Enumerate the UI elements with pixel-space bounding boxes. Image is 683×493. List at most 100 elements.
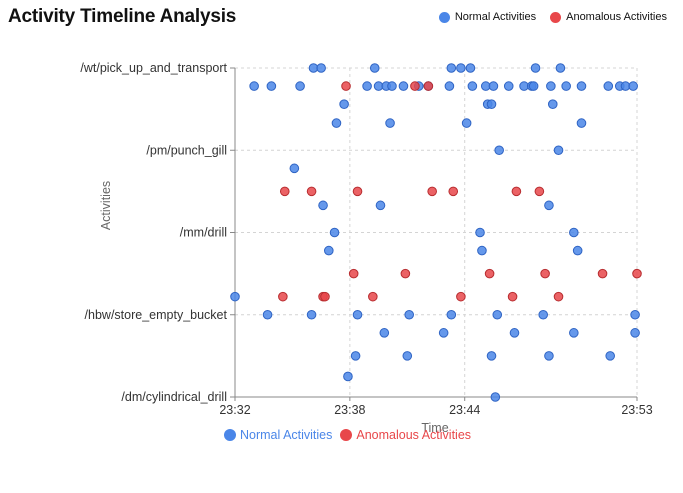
normal-activity-point[interactable]: [488, 81, 499, 91]
legend-bottom-item-anomalous[interactable]: Anomalous Activities: [340, 428, 471, 442]
normal-activity-point[interactable]: [404, 309, 415, 320]
anomalous-activity-point[interactable]: [278, 291, 288, 302]
normal-activity-point[interactable]: [576, 118, 587, 128]
normal-activity-point[interactable]: [555, 63, 566, 73]
normal-activity-point[interactable]: [375, 200, 386, 211]
legend-anomalous-marker: [550, 11, 562, 23]
anomalous-activity-point[interactable]: [368, 291, 378, 302]
normal-activity-point[interactable]: [379, 328, 390, 338]
normal-activity-point[interactable]: [538, 309, 549, 320]
normal-activity-point[interactable]: [289, 163, 300, 174]
normal-activity-point[interactable]: [444, 81, 455, 91]
x-axis-label: Time: [421, 421, 448, 435]
anomalous-activity-point[interactable]: [484, 268, 495, 279]
normal-activity-point[interactable]: [553, 145, 564, 156]
legend-bottom-item-normal[interactable]: Normal Activities: [224, 428, 332, 442]
normal-activity-point[interactable]: [339, 99, 349, 109]
anomalous-activity-point[interactable]: [427, 186, 437, 197]
normal-activity-point[interactable]: [446, 63, 457, 73]
normal-activity-point[interactable]: [544, 200, 554, 211]
normal-activity-point[interactable]: [350, 351, 361, 361]
normal-activity-point[interactable]: [249, 81, 259, 91]
normal-activity-point[interactable]: [477, 245, 487, 256]
anomalous-activity-point[interactable]: [410, 81, 420, 91]
normal-activity-point[interactable]: [456, 63, 466, 73]
legend-bottom-normal-label: Normal Activities: [240, 428, 333, 442]
anomalous-activity-point[interactable]: [423, 81, 434, 91]
normal-activity-point[interactable]: [528, 81, 539, 91]
anomalous-activity-point[interactable]: [511, 186, 522, 197]
anomalous-activity-point[interactable]: [341, 81, 351, 91]
anomalous-activity-point[interactable]: [540, 268, 550, 279]
normal-activity-point[interactable]: [576, 81, 587, 91]
normal-activity-point[interactable]: [352, 309, 363, 320]
anomalous-activity-point[interactable]: [534, 186, 545, 197]
normal-activity-point[interactable]: [569, 227, 579, 238]
normal-activity-point[interactable]: [316, 63, 326, 73]
anomalous-activity-point[interactable]: [597, 268, 608, 279]
anomalous-activity-point[interactable]: [320, 291, 330, 302]
y-tick-label: /pm/punch_gill: [146, 143, 227, 157]
normal-activity-point[interactable]: [318, 200, 328, 211]
y-tick-label: /hbw/store_empty_bucket: [85, 308, 228, 322]
normal-activity-point[interactable]: [362, 81, 372, 91]
anomalous-activity-point[interactable]: [352, 186, 363, 197]
anomalous-activity-point[interactable]: [306, 186, 317, 197]
normal-activity-point[interactable]: [467, 81, 478, 91]
normal-activity-point[interactable]: [492, 309, 503, 320]
anomalous-activity-point[interactable]: [279, 186, 290, 197]
normal-activity-point[interactable]: [628, 81, 638, 91]
chart-title: Activity Timeline Analysis: [8, 6, 237, 27]
normal-activity-point[interactable]: [486, 99, 497, 109]
normal-activity-point[interactable]: [306, 309, 317, 320]
anomalous-activity-point[interactable]: [400, 268, 411, 279]
normal-activity-point[interactable]: [546, 81, 556, 91]
normal-activity-point[interactable]: [572, 245, 583, 256]
normal-activity-point[interactable]: [465, 63, 476, 73]
normal-activity-point[interactable]: [494, 145, 504, 156]
normal-activity-point[interactable]: [387, 81, 397, 91]
normal-activity-point[interactable]: [369, 63, 380, 73]
normal-activity-point[interactable]: [490, 392, 501, 402]
anomalous-activity-point[interactable]: [456, 291, 466, 302]
normal-activity-point[interactable]: [630, 309, 640, 320]
legend-item-normal[interactable]: Normal Activities: [438, 11, 536, 23]
legend-bottom-anomalous-label: Anomalous Activities: [356, 428, 472, 442]
anomalous-activity-point[interactable]: [507, 291, 518, 302]
normal-activity-point[interactable]: [486, 351, 497, 361]
legend-bottom: Normal Activities Anomalous Activities: [224, 428, 471, 442]
normal-activity-point[interactable]: [331, 118, 342, 128]
normal-activity-point[interactable]: [446, 309, 457, 320]
normal-activity-point[interactable]: [438, 328, 449, 338]
normal-activity-point[interactable]: [561, 81, 571, 91]
normal-activity-point[interactable]: [402, 351, 413, 361]
normal-activity-point[interactable]: [329, 227, 340, 238]
anomalous-activity-point[interactable]: [348, 268, 359, 279]
anomalous-activity-point[interactable]: [553, 291, 564, 302]
normal-activity-point[interactable]: [630, 328, 640, 338]
normal-activity-point[interactable]: [398, 81, 409, 91]
normal-activity-point[interactable]: [603, 81, 614, 91]
anomalous-activity-point[interactable]: [448, 186, 459, 197]
normal-activity-point[interactable]: [230, 291, 240, 302]
normal-activity-point[interactable]: [343, 371, 353, 382]
normal-activity-point[interactable]: [262, 309, 273, 320]
x-tick-label: 23:44: [449, 403, 480, 417]
normal-activity-point[interactable]: [385, 118, 395, 128]
normal-activity-point[interactable]: [569, 328, 579, 338]
normal-activity-point[interactable]: [544, 351, 554, 361]
normal-activity-point[interactable]: [509, 328, 520, 338]
normal-activity-point[interactable]: [266, 81, 277, 91]
anomalous-activity-point[interactable]: [632, 268, 642, 279]
normal-activity-point[interactable]: [530, 63, 541, 73]
normal-activity-point[interactable]: [295, 81, 305, 91]
anomalous-series: [278, 81, 642, 302]
normal-activity-point[interactable]: [461, 118, 472, 128]
normal-activity-point[interactable]: [503, 81, 514, 91]
normal-activity-point[interactable]: [475, 227, 485, 238]
normal-activity-point[interactable]: [547, 99, 558, 109]
normal-activity-point[interactable]: [605, 351, 616, 361]
legend-item-anomalous[interactable]: Anomalous Activities: [550, 11, 667, 23]
normal-activity-point[interactable]: [324, 245, 334, 256]
